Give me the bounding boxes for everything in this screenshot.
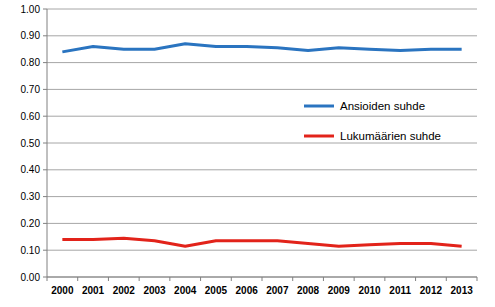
x-tick-divider xyxy=(200,277,201,281)
x-tick-divider xyxy=(354,277,355,281)
x-tick-divider xyxy=(477,277,478,281)
x-tick-label: 2010 xyxy=(358,285,381,296)
y-tick-label: 0.20 xyxy=(21,218,41,229)
x-tick-divider xyxy=(262,277,263,281)
grid-line xyxy=(47,35,477,36)
y-tick-label: 0.30 xyxy=(21,191,41,202)
grid-line xyxy=(47,169,477,170)
x-tick-label: 2001 xyxy=(82,285,105,296)
x-tick-label: 2013 xyxy=(451,285,474,296)
x-tick-label: 2002 xyxy=(113,285,136,296)
y-tick xyxy=(43,35,47,36)
y-tick xyxy=(43,223,47,224)
grid-line xyxy=(47,250,477,251)
grid-line xyxy=(47,143,477,144)
grid-line xyxy=(47,89,477,90)
y-tick-label: 0.10 xyxy=(21,245,41,256)
x-tick-divider xyxy=(231,277,232,281)
series-line xyxy=(62,44,461,52)
x-tick-divider xyxy=(169,277,170,281)
y-tick xyxy=(43,89,47,90)
x-tick-divider xyxy=(384,277,385,281)
grid-line xyxy=(47,9,477,10)
y-tick-label: 0.00 xyxy=(21,272,41,283)
x-tick-divider xyxy=(47,277,48,281)
x-tick-divider xyxy=(292,277,293,281)
x-tick-label: 2008 xyxy=(297,285,320,296)
y-tick-label: 0.60 xyxy=(21,111,41,122)
x-tick-label: 2006 xyxy=(236,285,259,296)
x-tick-label: 2000 xyxy=(51,285,74,296)
x-tick-divider xyxy=(139,277,140,281)
y-tick-label: 0.70 xyxy=(21,84,41,95)
grid-line xyxy=(47,223,477,224)
grid-line xyxy=(47,196,477,197)
x-tick-divider xyxy=(323,277,324,281)
x-tick-label: 2012 xyxy=(420,285,443,296)
x-tick-divider xyxy=(77,277,78,281)
y-tick xyxy=(43,9,47,10)
legend-swatch xyxy=(304,135,334,138)
legend-label: Ansioiden suhde xyxy=(340,100,425,112)
y-tick xyxy=(43,250,47,251)
y-tick-label: 0.50 xyxy=(21,138,41,149)
series-line xyxy=(62,238,461,246)
x-tick-label: 2011 xyxy=(389,285,411,296)
x-tick-divider xyxy=(415,277,416,281)
x-tick-divider xyxy=(108,277,109,281)
x-tick-divider xyxy=(446,277,447,281)
y-axis xyxy=(47,9,48,277)
grid-line xyxy=(47,62,477,63)
x-tick-label: 2005 xyxy=(205,285,228,296)
x-tick-label: 2004 xyxy=(174,285,197,296)
y-tick xyxy=(43,62,47,63)
y-tick xyxy=(43,116,47,117)
grid-line xyxy=(47,116,477,117)
y-tick-label: 1.00 xyxy=(21,4,41,15)
y-tick xyxy=(43,196,47,197)
y-tick-label: 0.40 xyxy=(21,164,41,175)
y-tick xyxy=(43,277,47,278)
x-tick-label: 2009 xyxy=(328,285,351,296)
y-tick-label: 0.90 xyxy=(21,30,41,41)
y-tick-label: 0.80 xyxy=(21,57,41,68)
chart: 0.00 0.10 0.20 0.30 0.40 0.50 0.60 0.70 0.80 0.90… xyxy=(0,0,495,307)
legend-label: Lukumäärien suhde xyxy=(340,130,441,142)
y-tick xyxy=(43,143,47,144)
y-tick xyxy=(43,169,47,170)
legend-swatch xyxy=(304,105,334,108)
x-tick-label: 2003 xyxy=(143,285,166,296)
plot-area xyxy=(62,44,461,246)
x-tick-label: 2007 xyxy=(266,285,289,296)
